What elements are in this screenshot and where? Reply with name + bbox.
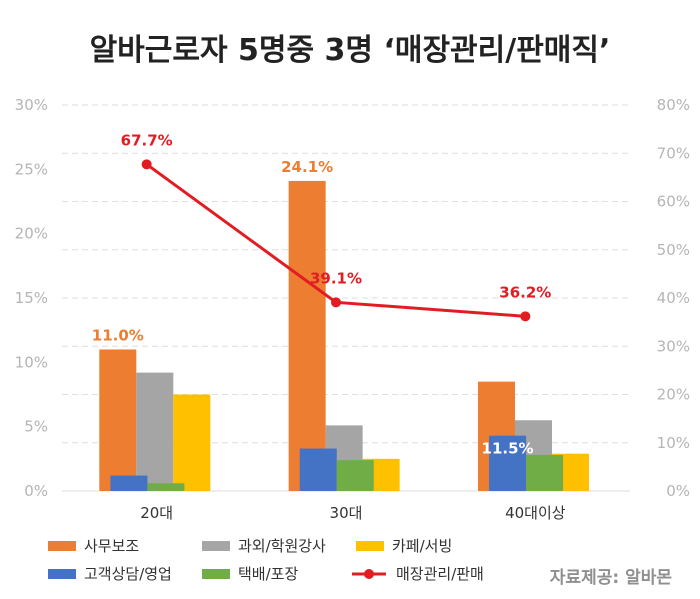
bar-data-label: 11.0%	[92, 326, 144, 344]
legend-label: 사무보조	[84, 537, 139, 555]
bar	[489, 435, 527, 491]
line-point	[331, 297, 341, 308]
right-tick-label: 20%	[657, 386, 690, 404]
data-labels: 11.0% 24.1% 11.5% 67.7% 39.1% 36.2%	[92, 131, 552, 457]
category-label: 20대	[140, 504, 173, 522]
bar	[288, 180, 326, 491]
legend-swatch	[202, 569, 230, 579]
right-tick-label: 30%	[657, 337, 690, 355]
bar	[147, 483, 185, 491]
chart-title: 알바근로자 5명중 3명 ‘매장관리/판매직’	[90, 33, 611, 68]
bar	[99, 349, 137, 491]
legend-label: 카페/서빙	[392, 537, 452, 555]
source-note: 자료제공: 알바몬	[550, 568, 673, 588]
bar	[336, 460, 374, 491]
bar	[110, 475, 148, 491]
left-tick-label: 30%	[15, 96, 48, 114]
right-tick-label: 70%	[657, 144, 690, 162]
bars	[99, 180, 589, 491]
right-tick-label: 50%	[657, 241, 690, 259]
left-tick-label: 15%	[15, 289, 48, 307]
line-series	[141, 159, 531, 322]
line-point	[520, 311, 531, 322]
legend-label: 택배/포장	[238, 565, 298, 583]
bar-data-label: 11.5%	[482, 440, 534, 458]
right-axis-ticks: 0% 10% 20% 30% 40% 50% 60% 70% 80%	[657, 96, 690, 500]
legend-swatch-marker	[364, 569, 374, 579]
line-data-label: 36.2%	[499, 283, 551, 301]
left-tick-label: 0%	[24, 482, 48, 500]
bar	[299, 448, 337, 491]
line-point	[141, 159, 152, 170]
legend-label: 과외/학원강사	[238, 537, 326, 555]
bar	[136, 372, 174, 491]
legend-label: 매장관리/판매	[396, 565, 484, 583]
left-axis-ticks: 0% 5% 10% 15% 20% 25% 30%	[15, 96, 48, 500]
right-tick-label: 10%	[657, 434, 690, 452]
left-tick-label: 20%	[15, 225, 48, 243]
line-path	[145, 163, 526, 318]
right-tick-label: 0%	[666, 482, 690, 500]
right-tick-label: 60%	[657, 193, 690, 211]
bar-data-label: 24.1%	[281, 158, 333, 176]
legend-label: 고객상담/영업	[84, 565, 172, 583]
category-label: 30대	[330, 504, 363, 522]
line-data-label: 67.7%	[121, 131, 173, 149]
category-labels: 20대 30대 40대이상	[140, 504, 566, 522]
category-label: 40대이상	[505, 504, 566, 522]
bar	[526, 454, 564, 491]
left-tick-label: 10%	[15, 353, 48, 371]
legend-swatch	[48, 569, 76, 579]
bar	[173, 394, 211, 491]
legend-swatch	[48, 541, 76, 551]
legend-swatch	[202, 541, 230, 551]
right-tick-label: 40%	[657, 289, 690, 307]
right-tick-label: 80%	[657, 96, 690, 114]
line-data-label: 39.1%	[310, 269, 362, 287]
legend-swatch	[356, 541, 384, 551]
left-tick-label: 5%	[24, 418, 48, 436]
left-tick-label: 25%	[15, 160, 48, 178]
